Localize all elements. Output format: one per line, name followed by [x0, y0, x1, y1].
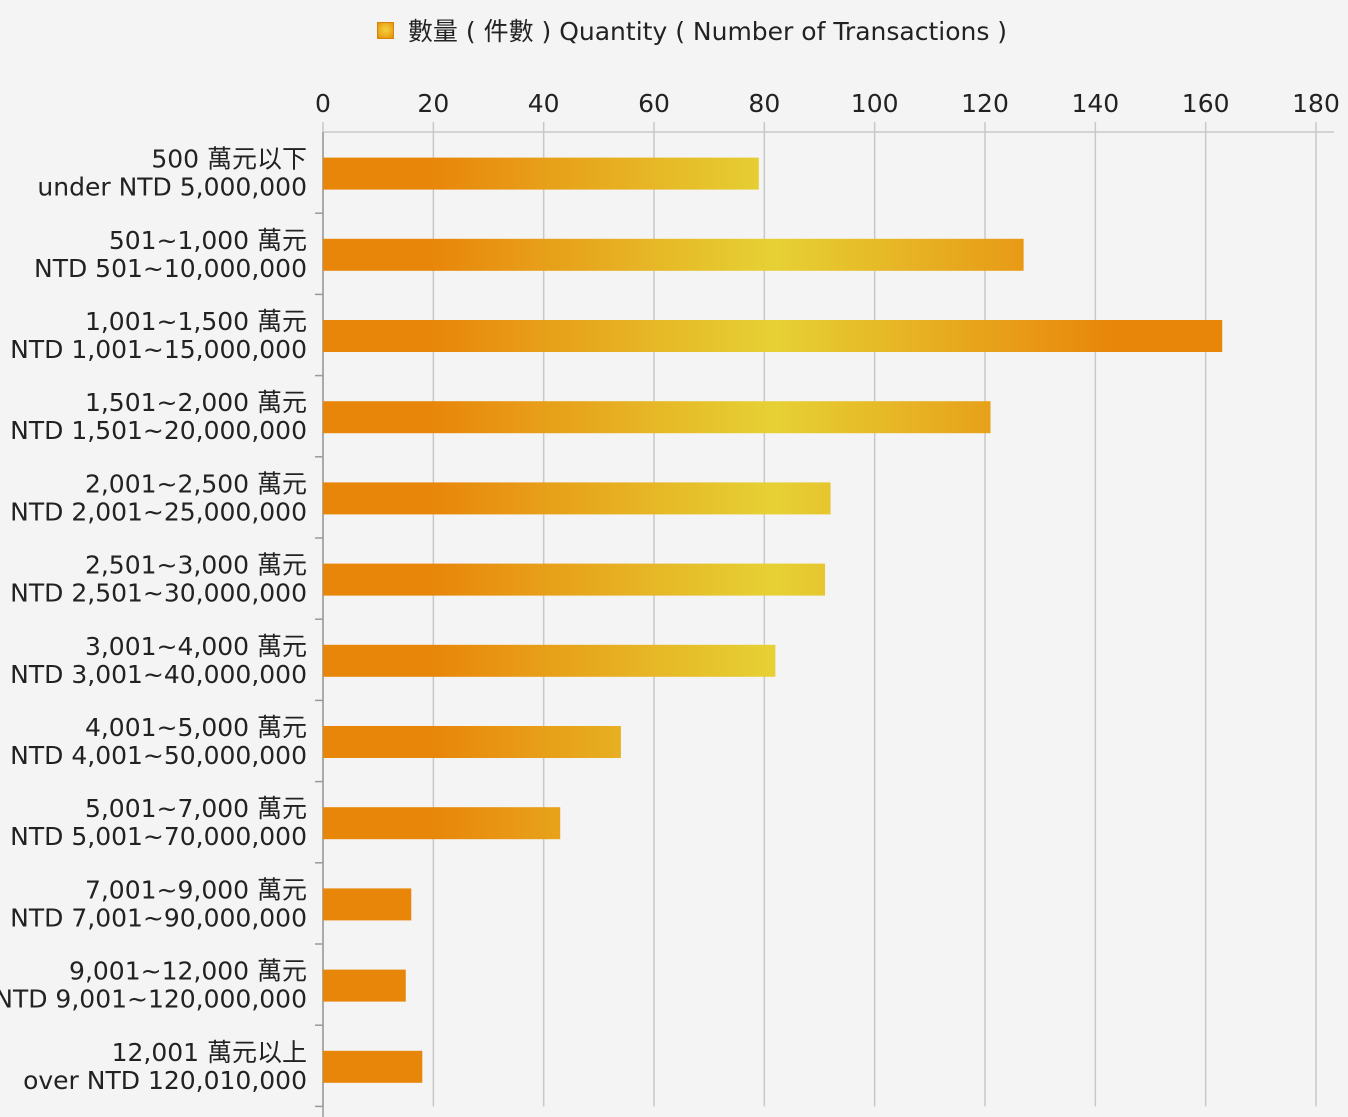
bar — [323, 1050, 423, 1083]
legend-swatch — [376, 21, 394, 39]
gridlines — [315, 122, 1334, 1117]
x-tick-label: 160 — [1182, 89, 1230, 118]
category-label-en: NTD 7,001~90,000,000 — [10, 903, 307, 932]
bar — [323, 888, 412, 921]
category-label-en: NTD 9,001~120,000,000 — [0, 985, 307, 1014]
category-label-zh: 2,501~3,000 萬元 — [85, 551, 307, 580]
bar — [323, 320, 1223, 352]
category-label-zh: 1,001~1,500 萬元 — [85, 307, 307, 336]
category-label-zh: 12,001 萬元以上 — [112, 1038, 307, 1067]
category-label-zh: 1,501~2,000 萬元 — [85, 388, 307, 417]
category-label-zh: 7,001~9,000 萬元 — [85, 875, 307, 904]
bar — [323, 401, 991, 434]
x-tick-label: 100 — [851, 89, 899, 118]
category-label-zh: 2,001~2,500 萬元 — [85, 469, 307, 498]
x-tick-label: 180 — [1292, 89, 1340, 118]
bar — [323, 157, 759, 190]
category-label-en: NTD 1,501~20,000,000 — [10, 416, 307, 445]
bar — [323, 238, 1024, 271]
category-label-zh: 9,001~12,000 萬元 — [69, 957, 307, 986]
category-label-zh: 5,001~7,000 萬元 — [85, 794, 307, 823]
x-tick-label: 80 — [748, 89, 780, 118]
bars — [323, 157, 1223, 1083]
category-label-en: under NTD 5,000,000 — [37, 173, 307, 202]
category-label-en: NTD 4,001~50,000,000 — [10, 741, 307, 770]
category-label-zh: 3,001~4,000 萬元 — [85, 632, 307, 661]
x-axis-ticks: 0 20 40 60 80 100 120 140 160 180 — [315, 89, 1340, 118]
x-tick-label: 40 — [528, 89, 560, 118]
x-tick-label: 60 — [638, 89, 670, 118]
category-label-en: NTD 2,501~30,000,000 — [10, 579, 307, 608]
legend-label: 數量 ( 件數 ) Quantity ( Number of Transacti… — [407, 17, 1008, 46]
x-tick-label: 20 — [417, 89, 449, 118]
bar — [323, 726, 621, 758]
category-label-zh: 501~1,000 萬元 — [109, 226, 307, 255]
category-label-en: NTD 5,001~70,000,000 — [10, 822, 307, 851]
category-label-zh: 4,001~5,000 萬元 — [85, 713, 307, 742]
category-label-en: NTD 3,001~40,000,000 — [10, 660, 307, 689]
category-label-en: NTD 2,001~25,000,000 — [10, 497, 307, 526]
bar — [323, 969, 406, 1002]
bar — [323, 482, 831, 515]
x-tick-label: 140 — [1071, 89, 1119, 118]
bar — [323, 563, 826, 596]
bar — [323, 807, 561, 840]
x-tick-label: 120 — [961, 89, 1009, 118]
legend: 數量 ( 件數 ) Quantity ( Number of Transacti… — [0, 12, 1348, 48]
category-label-en: over NTD 120,010,000 — [23, 1066, 307, 1095]
category-label-en: NTD 501~10,000,000 — [34, 254, 307, 283]
bar — [323, 644, 776, 677]
x-tick-label: 0 — [315, 89, 331, 118]
category-label-zh: 500 萬元以下 — [151, 145, 307, 174]
category-label-en: NTD 1,001~15,000,000 — [10, 335, 307, 364]
